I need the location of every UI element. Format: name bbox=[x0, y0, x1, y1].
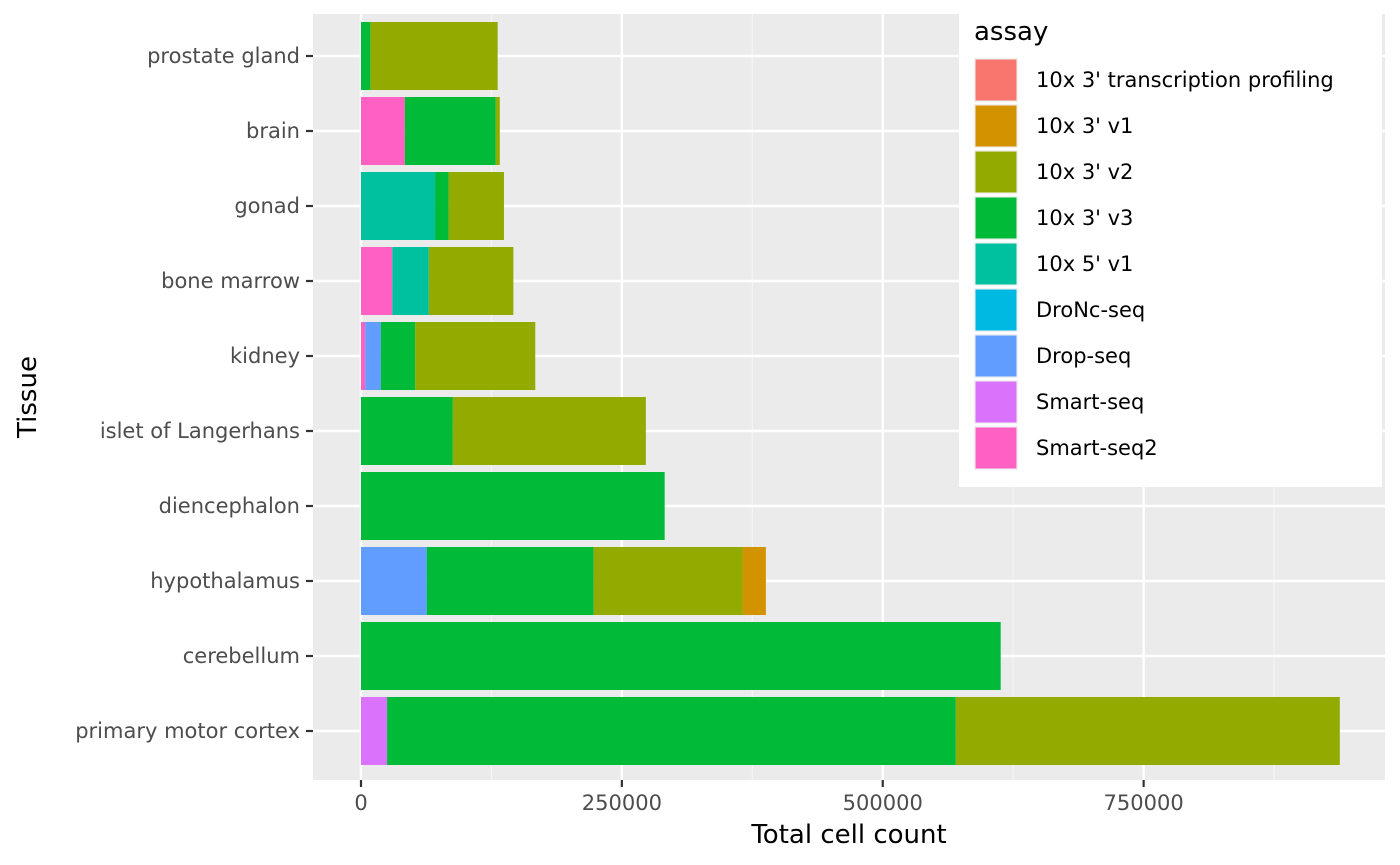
bar-segment bbox=[361, 697, 388, 765]
legend-items: 10x 3' transcription profiling 10x 3' v1 1… bbox=[974, 58, 1334, 470]
legend-title: assay bbox=[974, 17, 1048, 47]
legend-label: 10x 3' v1 bbox=[1036, 114, 1133, 138]
bar-segment bbox=[361, 97, 405, 165]
bar-segment bbox=[361, 397, 453, 465]
bar-segment bbox=[404, 97, 496, 165]
y-tick-label: primary motor cortex bbox=[75, 719, 300, 743]
bar-segment bbox=[387, 697, 956, 765]
legend-label: Drop-seq bbox=[1036, 344, 1131, 368]
legend-swatch bbox=[975, 151, 1017, 193]
bar-segment bbox=[361, 247, 393, 315]
legend-swatch bbox=[975, 289, 1017, 331]
y-tick-label: cerebellum bbox=[183, 644, 300, 668]
legend-label: 10x 3' v2 bbox=[1036, 160, 1133, 184]
y-axis-title: Tissue bbox=[13, 356, 43, 439]
y-tick-label: kidney bbox=[230, 344, 300, 368]
bar-segment bbox=[955, 697, 1340, 765]
x-axis: 0 250000 500000 750000 bbox=[354, 780, 1184, 815]
y-axis: primary motor cortex cerebellum hypothalam… bbox=[75, 44, 313, 743]
legend-label: 10x 3' v3 bbox=[1036, 206, 1133, 230]
y-tick-label: gonad bbox=[234, 194, 300, 218]
bar-segment bbox=[448, 172, 504, 240]
x-axis-title: Total cell count bbox=[750, 820, 946, 850]
legend-swatch bbox=[975, 335, 1017, 377]
bar-segment bbox=[428, 247, 514, 315]
x-tick-label: 0 bbox=[354, 791, 367, 815]
y-tick-label: bone marrow bbox=[161, 269, 300, 293]
bar-segment bbox=[392, 247, 429, 315]
bar-segment bbox=[742, 547, 766, 615]
legend-label: DroNc-seq bbox=[1036, 298, 1145, 322]
bar-segment bbox=[593, 547, 743, 615]
bar-segment bbox=[361, 472, 665, 540]
bar-segment bbox=[426, 547, 594, 615]
legend: assay 10x 3' transcription profiling10x … bbox=[959, 0, 1382, 487]
y-tick-label: islet of Langerhans bbox=[100, 419, 300, 443]
legend-label: Smart-seq2 bbox=[1036, 436, 1158, 460]
legend-background bbox=[959, 0, 1382, 487]
legend-swatch bbox=[975, 427, 1017, 469]
legend-swatch bbox=[975, 59, 1017, 101]
bar-segment bbox=[495, 97, 500, 165]
y-tick-label: brain bbox=[246, 119, 300, 143]
y-tick-label: diencephalon bbox=[159, 494, 300, 518]
bar-segment bbox=[361, 172, 436, 240]
x-tick-label: 500000 bbox=[843, 791, 923, 815]
legend-swatch bbox=[975, 381, 1017, 423]
x-tick-label: 750000 bbox=[1104, 791, 1184, 815]
y-tick-label: prostate gland bbox=[147, 44, 300, 68]
legend-label: 10x 5' v1 bbox=[1036, 252, 1133, 276]
legend-swatch bbox=[975, 105, 1017, 147]
bar-segment bbox=[361, 547, 427, 615]
bar-segment bbox=[452, 397, 646, 465]
legend-label: Smart-seq bbox=[1036, 390, 1144, 414]
bar-segment bbox=[365, 322, 381, 390]
bars bbox=[361, 22, 1340, 765]
bar-segment bbox=[361, 322, 366, 390]
bar-segment bbox=[361, 622, 1001, 690]
y-tick-label: hypothalamus bbox=[150, 569, 300, 593]
bar-segment bbox=[370, 22, 498, 90]
x-tick-label: 250000 bbox=[582, 791, 662, 815]
legend-swatch bbox=[975, 243, 1017, 285]
bar-segment bbox=[361, 22, 371, 90]
bar-segment bbox=[435, 172, 449, 240]
bar-segment bbox=[380, 322, 416, 390]
legend-swatch bbox=[975, 197, 1017, 239]
bar-segment bbox=[415, 322, 536, 390]
legend-label: 10x 3' transcription profiling bbox=[1036, 68, 1334, 92]
